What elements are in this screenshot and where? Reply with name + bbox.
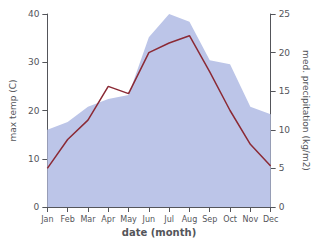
svg-text:0: 0 xyxy=(279,202,285,212)
svg-text:25: 25 xyxy=(279,9,290,19)
svg-text:May: May xyxy=(120,215,137,224)
svg-text:Jul: Jul xyxy=(163,215,174,224)
svg-text:10: 10 xyxy=(279,125,291,135)
svg-text:20: 20 xyxy=(28,106,40,116)
svg-text:30: 30 xyxy=(28,57,40,67)
svg-text:Nov: Nov xyxy=(243,215,259,224)
svg-text:Aug: Aug xyxy=(182,215,198,224)
svg-text:20: 20 xyxy=(279,48,291,58)
svg-text:Mar: Mar xyxy=(80,215,96,224)
svg-text:Dec: Dec xyxy=(263,215,278,224)
svg-text:0: 0 xyxy=(34,202,40,212)
svg-text:40: 40 xyxy=(28,9,40,19)
svg-text:Oct: Oct xyxy=(223,215,237,224)
svg-text:Apr: Apr xyxy=(101,215,116,224)
svg-text:med. precipitation (kg/m2): med. precipitation (kg/m2) xyxy=(301,50,311,171)
svg-text:15: 15 xyxy=(279,86,290,96)
svg-text:date (month): date (month) xyxy=(122,227,196,238)
svg-text:max temp (C): max temp (C) xyxy=(8,79,18,141)
svg-text:Sep: Sep xyxy=(202,215,217,224)
svg-text:5: 5 xyxy=(279,163,285,173)
svg-text:10: 10 xyxy=(28,154,40,164)
svg-text:Jan: Jan xyxy=(40,215,53,224)
svg-text:Feb: Feb xyxy=(61,215,75,224)
svg-text:Jun: Jun xyxy=(142,215,156,224)
